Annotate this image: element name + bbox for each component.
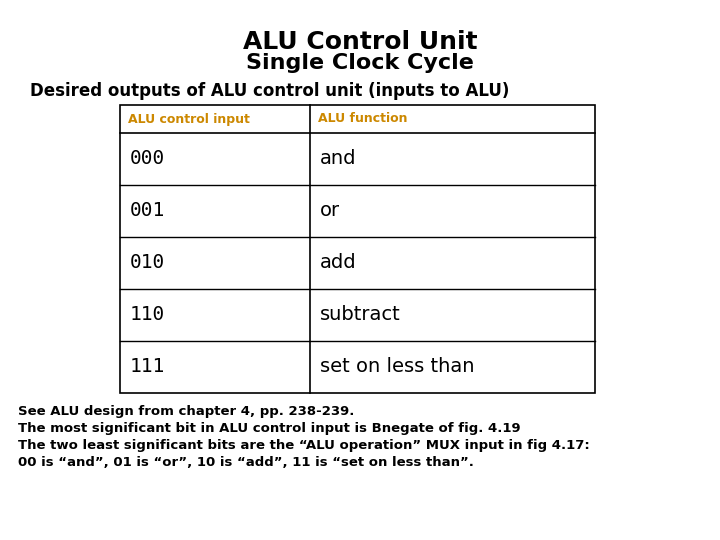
Text: ALU control input: ALU control input <box>128 112 250 125</box>
Text: 111: 111 <box>130 357 166 376</box>
Text: Desired outputs of ALU control unit (inputs to ALU): Desired outputs of ALU control unit (inp… <box>30 82 509 100</box>
Text: ALU Control Unit: ALU Control Unit <box>243 30 477 54</box>
Text: 000: 000 <box>130 150 166 168</box>
Text: subtract: subtract <box>320 306 401 325</box>
Text: ALU function: ALU function <box>318 112 408 125</box>
Text: The two least significant bits are the “ALU operation” MUX input in fig 4.17:: The two least significant bits are the “… <box>18 439 590 452</box>
Text: 110: 110 <box>130 306 166 325</box>
Text: See ALU design from chapter 4, pp. 238-239.: See ALU design from chapter 4, pp. 238-2… <box>18 405 354 418</box>
Text: The most significant bit in ALU control input is Bnegate of fig. 4.19: The most significant bit in ALU control … <box>18 422 521 435</box>
Bar <box>120 105 595 393</box>
Text: and: and <box>320 150 356 168</box>
Text: 00 is “and”, 01 is “or”, 10 is “add”, 11 is “set on less than”.: 00 is “and”, 01 is “or”, 10 is “add”, 11… <box>18 456 474 469</box>
Text: set on less than: set on less than <box>320 357 474 376</box>
Text: 010: 010 <box>130 253 166 273</box>
Text: Single Clock Cycle: Single Clock Cycle <box>246 53 474 73</box>
Text: add: add <box>320 253 356 273</box>
Text: 001: 001 <box>130 201 166 220</box>
Text: or: or <box>320 201 340 220</box>
